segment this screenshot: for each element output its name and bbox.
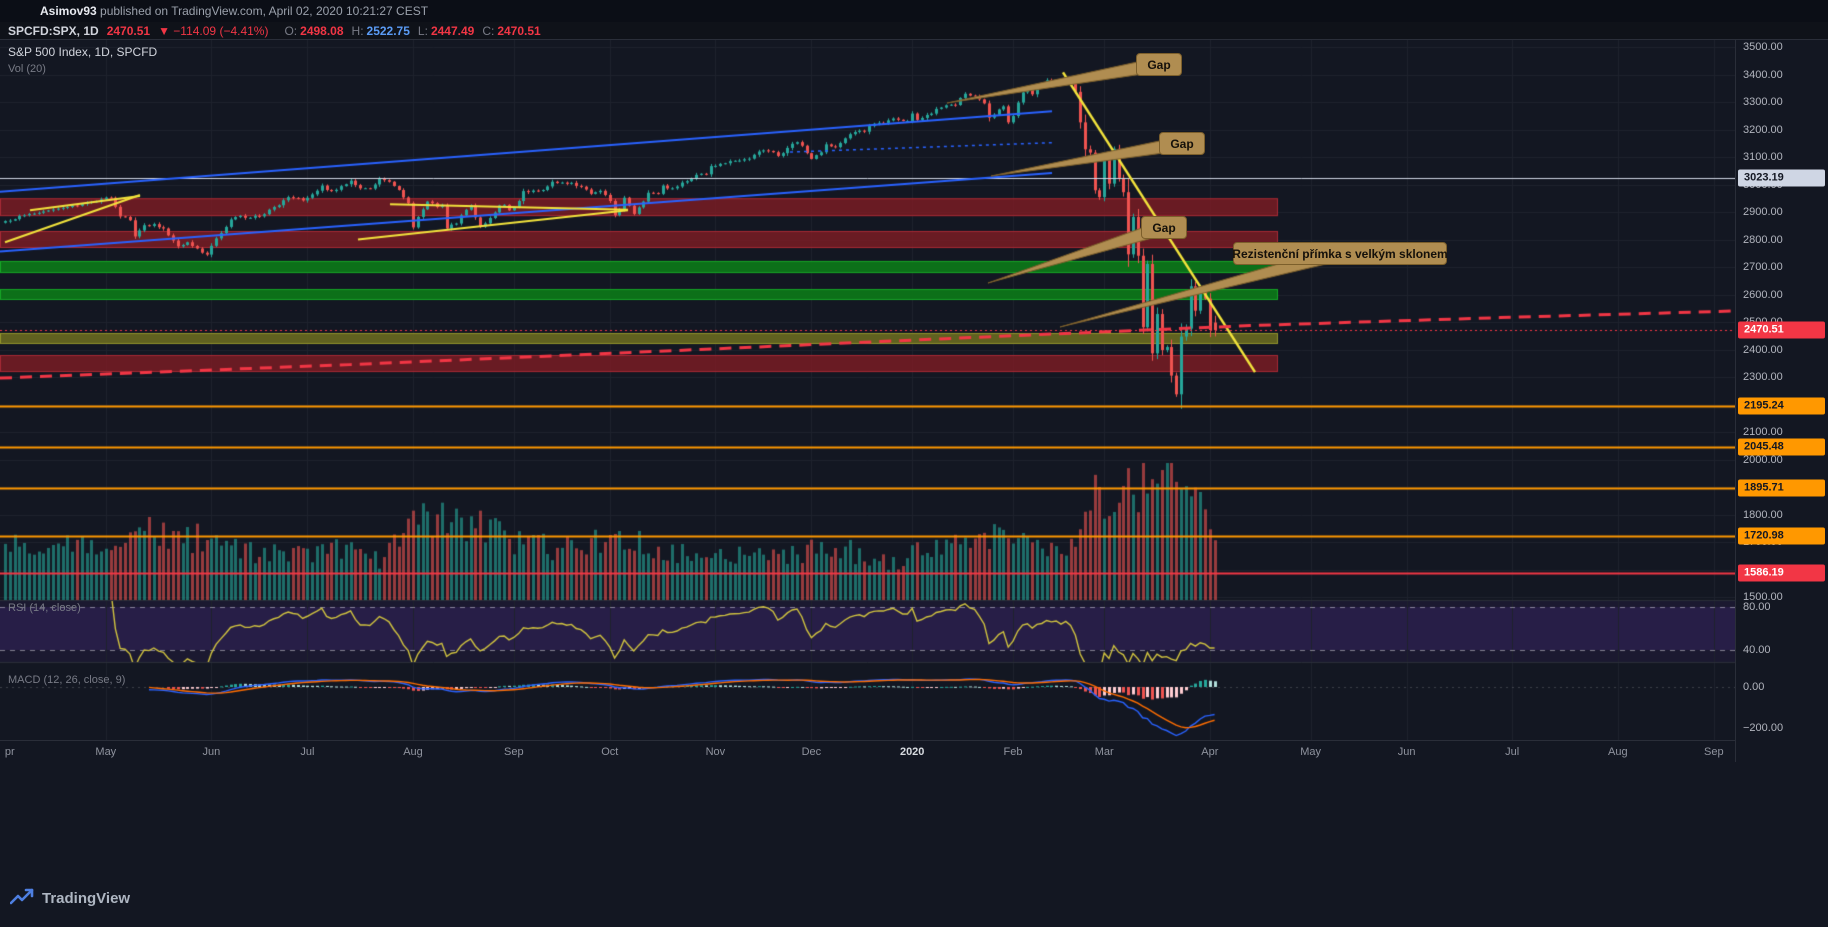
time-axis-label: Jun (202, 746, 221, 758)
price-tick-label: 3500.00 (1743, 41, 1783, 53)
callout-gap-3[interactable]: Gap (1141, 216, 1187, 239)
price-tick-label: 1500.00 (1743, 591, 1783, 603)
callout-text: Gap (1152, 220, 1176, 235)
price-tick-label: 2800.00 (1743, 233, 1783, 246)
callout-text: Gap (1170, 136, 1194, 151)
price-tick-label: 2400.00 (1743, 343, 1783, 356)
time-axis-label: Jul (1505, 746, 1520, 758)
tradingview-logo-text: TradingView (42, 889, 131, 907)
rsi-legend[interactable]: RSI (14, close) (8, 602, 81, 614)
ohlc-value: 2498.08 (300, 23, 344, 38)
ohlc-label: H: (351, 23, 364, 38)
price-tick-label: −200.00 (1743, 722, 1784, 734)
price-tag: 2045.48 (1738, 438, 1825, 456)
price-tick-label: 1800.00 (1743, 508, 1783, 521)
time-axis-label: Aug (403, 746, 423, 758)
time-axis-label: pr (4, 746, 15, 758)
price-tick-label: 2700.00 (1743, 261, 1783, 273)
price-tick-label: 2900.00 (1743, 206, 1783, 218)
callout-text: Gap (1147, 57, 1171, 72)
time-axis-label: May (95, 746, 117, 758)
price-tick-label: 3400.00 (1743, 68, 1783, 81)
time-axis-label: Jun (1397, 746, 1416, 758)
price-tick-label: 2300.00 (1743, 371, 1783, 383)
price-tick-label: 3100.00 (1743, 151, 1783, 163)
chart-title[interactable]: S&P 500 Index, 1D, SPCFD (8, 45, 158, 59)
ohlc-label: L: (417, 23, 428, 38)
time-axis-label: 2020 (899, 746, 925, 758)
time-axis[interactable]: pr May Jun Jul Aug Sep Oct Nov Dec 2020 Feb Mar Apr M… (0, 740, 1735, 762)
price-tick-label: 3200.00 (1743, 123, 1783, 136)
time-axis-label: Nov (705, 746, 726, 758)
callout-text: Rezistenční přímka s velkým sklonem (1232, 246, 1448, 261)
time-axis-label: Dec (801, 746, 822, 758)
tradingview-logo[interactable]: TradingView (10, 888, 130, 908)
price-tick-label: 3300.00 (1743, 96, 1783, 108)
price-axis[interactable]: 3500.003400.003300.003200.003100.003000.… (1735, 40, 1828, 762)
ohlc-label: C: (482, 23, 495, 38)
symbol-title[interactable]: SPCFD:SPX, 1D (8, 23, 99, 38)
pane-legend: S&P 500 Index, 1D, SPCFD Vol (20) (8, 45, 157, 75)
price-tag: 1720.98 (1738, 527, 1825, 545)
price-tick-label: 2600.00 (1743, 288, 1783, 301)
time-axis-label: Feb (1003, 746, 1023, 758)
price-tag: 3023.19 (1738, 169, 1825, 187)
price-tag: 2195.24 (1738, 397, 1825, 415)
price-tick-label: 40.00 (1743, 644, 1771, 656)
price-tick-label: 2000.00 (1743, 453, 1783, 466)
callout-gap-2[interactable]: Gap (1159, 132, 1205, 155)
price-tag: 2470.51 (1738, 321, 1825, 339)
time-axis-label: May (1300, 746, 1321, 758)
time-axis-label: Apr (1201, 746, 1219, 758)
callout-resistance-note[interactable]: Rezistenční přímka s velkým sklonem (1232, 242, 1448, 265)
price-tag: 1895.71 (1738, 479, 1825, 497)
ohlc-value: 2522.75 (366, 23, 410, 38)
time-axis-label: Sep (1704, 746, 1724, 758)
price-tag: 1586.19 (1738, 564, 1825, 582)
ohlc-value: 2447.49 (430, 23, 475, 38)
ohlc-values: O: 2498.08 H: 2522.75 L: 2447.49 C: 2470.51 (276, 24, 540, 38)
price-chart-canvas[interactable] (0, 40, 1735, 740)
callout-gap-1[interactable]: Gap (1136, 53, 1182, 76)
volume-legend[interactable]: Vol (20) (8, 63, 46, 75)
macd-legend[interactable]: MACD (12, 26, close, 9) (8, 674, 126, 686)
price-tick-label: 2100.00 (1743, 426, 1783, 438)
time-axis-label: Oct (601, 746, 619, 758)
publisher-name: Asimov93 (40, 4, 97, 18)
time-axis-label: Sep (504, 746, 524, 758)
price-change: ▼ −114.09 (−4.41%) (158, 23, 269, 38)
symbol-header: SPCFD:SPX, 1D 2470.51 ▼ −114.09 (−4.41%)… (0, 22, 1828, 40)
ohlc-value: 2470.51 (497, 23, 541, 38)
time-axis-label: Aug (1608, 746, 1628, 758)
chart-area: S&P 500 Index, 1D, SPCFD Vol (20) RSI (1… (0, 40, 1735, 740)
ohlc-label: O: (284, 23, 298, 38)
time-axis-label: Jul (300, 746, 315, 758)
price-tick-label: 80.00 (1743, 601, 1771, 613)
time-axis-label: Mar (1094, 746, 1114, 758)
last-price-value: 2470.51 (106, 23, 151, 38)
tradingview-logo-icon (10, 888, 34, 905)
publish-info: published on TradingView.com, April 02, … (96, 4, 429, 18)
price-tick-label: 0.00 (1743, 681, 1765, 693)
publish-header: Asimov93 published on TradingView.com, A… (0, 0, 1828, 22)
